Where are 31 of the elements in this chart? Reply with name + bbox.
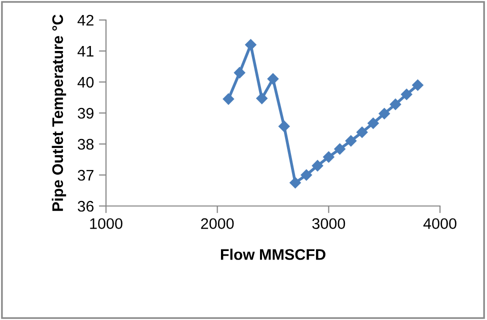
- x-tick-label: 1000: [90, 218, 122, 230]
- point: [368, 118, 379, 129]
- point: [312, 160, 324, 172]
- point: [334, 143, 346, 155]
- y-tick-label: 41: [78, 46, 94, 57]
- point: [245, 39, 256, 50]
- y-tick-label: 36: [78, 200, 94, 212]
- y-tick-label: 37: [78, 170, 94, 181]
- point: [278, 120, 290, 132]
- point: [400, 88, 412, 100]
- point: [290, 177, 301, 188]
- y-tick-label: 39: [78, 108, 94, 119]
- point: [323, 151, 334, 163]
- point: [234, 67, 246, 78]
- y-axis-title: Pipe Outlet Temperature °C: [52, 14, 66, 211]
- y-tick-label: 40: [78, 76, 94, 88]
- point: [378, 108, 390, 120]
- y-tick-label: 38: [78, 138, 94, 150]
- x-tick-label: 4000: [423, 218, 456, 230]
- x-tick-label: 2000: [201, 218, 234, 230]
- point: [390, 98, 402, 110]
- point: [356, 126, 368, 138]
- point: [256, 92, 268, 104]
- point: [300, 169, 312, 181]
- point: [267, 73, 279, 85]
- point: [412, 79, 424, 91]
- y-tick-label: 42: [78, 14, 94, 26]
- x-axis-title: Flow MMSCFD: [220, 248, 326, 260]
- x-tick-label: 3000: [312, 218, 346, 230]
- point: [345, 135, 357, 147]
- point: [222, 93, 234, 105]
